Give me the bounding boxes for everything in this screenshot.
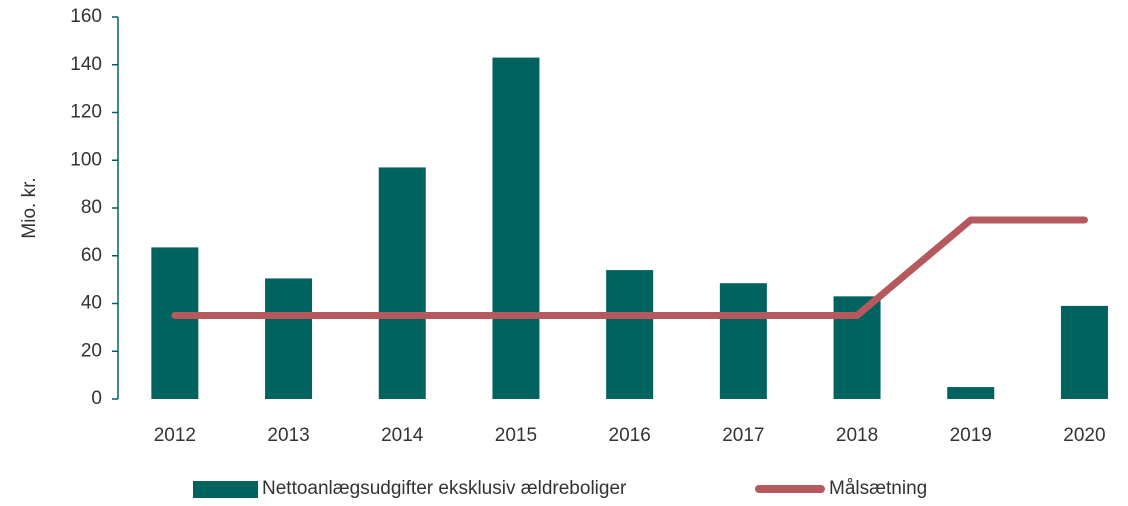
x-tick-label: 2020 bbox=[1063, 425, 1105, 446]
bar bbox=[1060, 305, 1108, 399]
x-tick-label: 2019 bbox=[950, 425, 992, 446]
y-tick-label: 80 bbox=[81, 197, 102, 218]
line bbox=[171, 216, 1088, 319]
x-tick-label: 2016 bbox=[609, 425, 651, 446]
bar bbox=[606, 270, 654, 399]
y-tick-label: 40 bbox=[81, 293, 102, 314]
bar bbox=[492, 57, 540, 400]
y-tick-label: 0 bbox=[91, 388, 102, 409]
y-tick-label: 20 bbox=[81, 340, 102, 361]
x-tick-label: 2013 bbox=[267, 425, 309, 446]
bar bbox=[719, 283, 767, 399]
bar bbox=[378, 167, 426, 399]
x-tick-label: 2017 bbox=[722, 425, 764, 446]
x-tick-label: 2015 bbox=[495, 425, 537, 446]
legend-swatch bbox=[193, 481, 258, 498]
bar bbox=[151, 247, 199, 399]
y-tick-label: 120 bbox=[70, 102, 102, 123]
legend-label: Målsætning bbox=[829, 478, 927, 499]
x-tick-label: 2012 bbox=[154, 425, 196, 446]
y-axis-label: Mio. kr. bbox=[19, 177, 40, 238]
y-tick-label: 160 bbox=[70, 6, 102, 27]
y-tick-label: 100 bbox=[70, 149, 102, 170]
legend-label: Nettoanlægsudgifter eksklusiv ældrebolig… bbox=[262, 478, 627, 499]
y-tick-label: 60 bbox=[81, 245, 102, 266]
bar bbox=[947, 387, 995, 399]
y-tick-label: 140 bbox=[70, 54, 102, 75]
bar bbox=[265, 278, 313, 399]
x-tick-label: 2014 bbox=[381, 425, 424, 446]
x-tick-label: 2018 bbox=[836, 425, 878, 446]
